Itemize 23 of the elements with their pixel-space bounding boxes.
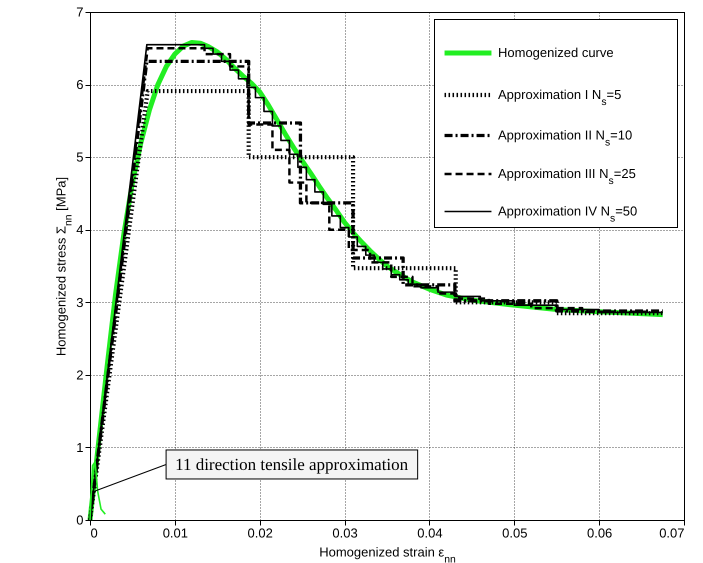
legend-label: Approximation III N$_{s}$=25 — [498, 166, 636, 186]
y-tick-label: 3 — [76, 294, 84, 310]
annotation: 11 direction tensile approximation — [175, 454, 409, 474]
legend-label: Homogenized curve — [498, 45, 614, 60]
y-tick-label: 7 — [76, 4, 84, 20]
x-tick-label: 0.01 — [162, 526, 188, 540]
x-tick-label: 0.05 — [502, 526, 528, 540]
x-tick-label: 0.07 — [659, 526, 684, 540]
legend-label: Approximation I N$_{s}$=5 — [498, 87, 622, 108]
legend-label: Approximation IV N$_{s}$=50 — [498, 204, 638, 224]
y-tick-label: 2 — [76, 367, 84, 382]
x-tick-label: 0 — [90, 526, 98, 540]
y-tick-label: 1 — [76, 440, 84, 455]
x-tick-label: 0.04 — [417, 526, 443, 540]
y-tick-label: 0 — [76, 512, 84, 528]
x-tick-label: 0.06 — [586, 526, 612, 540]
legend-label: Approximation II N$_{s}$=10 — [498, 128, 632, 148]
y-tick-label: 5 — [76, 150, 84, 165]
y-tick-label: 6 — [76, 77, 84, 92]
x-axis-title: Homogenized strain ε$_{nn}$ — [319, 544, 456, 563]
y-tick-label: 4 — [76, 222, 84, 238]
x-tick-label: 0.02 — [248, 526, 273, 540]
x-tick-label: 0.03 — [332, 526, 358, 540]
